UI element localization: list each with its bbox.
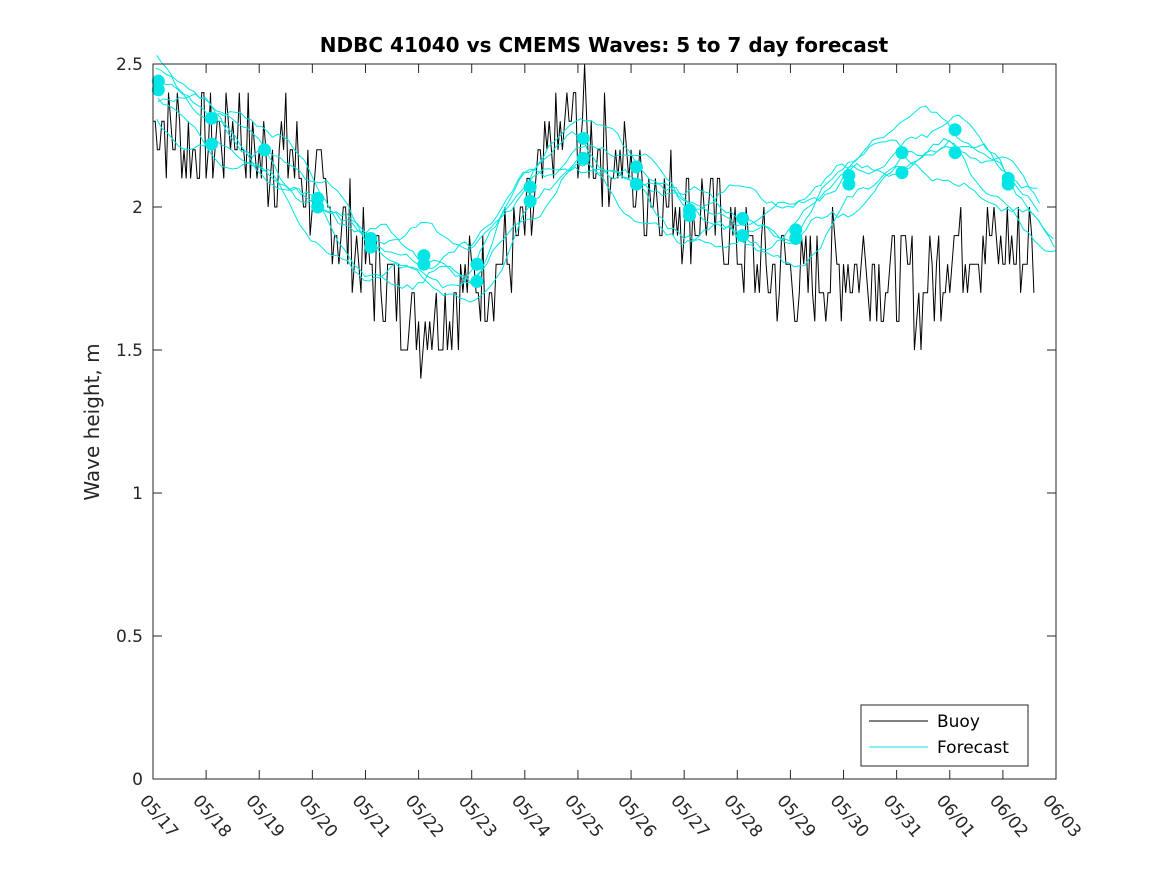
- x-tick-label: 05/23: [454, 791, 501, 841]
- forecast-marker: [895, 166, 909, 180]
- forecast-line: [157, 97, 1056, 291]
- x-tick-label: 05/24: [507, 791, 554, 841]
- legend-buoy-label: Buoy: [937, 712, 980, 732]
- y-axis-label: Wave height, m: [80, 343, 104, 500]
- x-tick-label: 05/27: [666, 791, 713, 841]
- forecast-marker: [948, 123, 962, 137]
- y-tick-label: 0: [132, 770, 143, 790]
- buoy-line: [153, 63, 1035, 379]
- forecast-line: [156, 55, 1039, 269]
- x-tick-label: 05/31: [879, 791, 926, 841]
- forecast-marker: [470, 257, 484, 271]
- y-tick-label: 0.5: [116, 627, 143, 647]
- forecast-line: [155, 67, 1038, 251]
- x-tick-label: 05/25: [560, 791, 607, 841]
- x-tick-label: 05/20: [295, 791, 342, 841]
- y-tick-label: 1.5: [116, 341, 143, 361]
- forecast-marker: [682, 209, 696, 223]
- forecast-marker: [1001, 177, 1015, 191]
- y-tick-label: 2: [132, 198, 143, 218]
- y-tick-label: 2.5: [116, 55, 143, 75]
- forecast-marker: [789, 231, 803, 245]
- forecast-marker: [629, 160, 643, 174]
- x-tick-label: 05/29: [773, 791, 820, 841]
- forecast-marker: [204, 137, 218, 151]
- forecast-marker: [311, 200, 325, 214]
- forecast-marker: [842, 177, 856, 191]
- forecast-marker: [576, 131, 590, 145]
- x-tick-label: 06/01: [932, 791, 979, 841]
- forecast-marker: [948, 146, 962, 160]
- forecast-marker: [204, 111, 218, 125]
- forecast-marker: [629, 177, 643, 191]
- legend: Buoy Forecast: [860, 704, 1029, 767]
- x-tick-label: 06/02: [985, 791, 1032, 841]
- y-axis: 0 0.5 1 1.5 2 2.5: [116, 55, 1056, 790]
- legend-box: [860, 704, 1029, 767]
- legend-forecast-label: Forecast: [937, 738, 1009, 758]
- forecast-marker: [576, 151, 590, 165]
- forecast-marker: [736, 229, 750, 243]
- forecast-marker: [523, 194, 537, 208]
- forecast-marker: [470, 274, 484, 288]
- forecast-marker: [523, 180, 537, 194]
- chart-title: NDBC 41040 vs CMEMS Waves: 5 to 7 day fo…: [320, 33, 889, 57]
- forecast-marker: [736, 211, 750, 225]
- forecast-markers-layer: [151, 74, 1015, 288]
- plot-area: [153, 64, 1056, 779]
- x-tick-label: 05/22: [401, 791, 448, 841]
- forecast-marker: [417, 257, 431, 271]
- x-tick-label: 06/03: [1038, 791, 1085, 841]
- x-tick-label: 05/19: [241, 791, 288, 841]
- forecast-line: [157, 93, 1040, 284]
- forecast-marker: [151, 83, 165, 97]
- buoy-series-layer: [153, 63, 1035, 379]
- x-tick-label: 05/18: [188, 791, 235, 841]
- forecast-marker: [258, 143, 272, 157]
- forecast-marker: [895, 146, 909, 160]
- x-tick-label: 05/28: [719, 791, 766, 841]
- forecast-marker: [364, 240, 378, 254]
- x-tick-label: 05/26: [613, 791, 660, 841]
- x-tick-label: 05/17: [135, 791, 182, 841]
- plot-frame: [152, 63, 1057, 780]
- y-tick-label: 1: [132, 484, 143, 504]
- x-tick-label: 05/30: [826, 791, 873, 841]
- x-tick-label: 05/21: [348, 791, 395, 841]
